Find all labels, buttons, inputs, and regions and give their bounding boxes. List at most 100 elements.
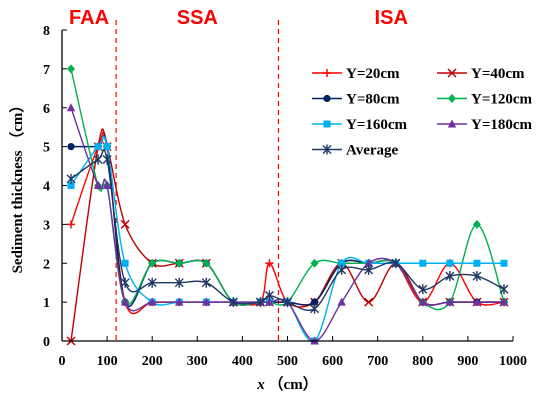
data-point (67, 143, 75, 151)
legend-marker (323, 69, 331, 77)
legend-item: Average (312, 143, 399, 159)
data-point (364, 264, 374, 275)
data-point (175, 258, 184, 268)
legend-label: Y=120cm (471, 92, 533, 108)
y-tick-label: 8 (43, 24, 50, 39)
data-point (364, 297, 374, 307)
legend-marker (323, 94, 331, 103)
region-label: ISA (375, 7, 408, 29)
data-point (121, 259, 129, 267)
y-tick-label: 1 (43, 296, 50, 311)
x-tick-label: 600 (322, 354, 343, 369)
data-point (264, 290, 274, 301)
x-tick-label: 100 (97, 354, 118, 369)
data-point (67, 64, 76, 74)
data-point (66, 103, 76, 112)
data-point (419, 259, 427, 267)
data-point (228, 297, 238, 308)
data-point (265, 297, 274, 306)
y-tick-label: 6 (43, 102, 50, 117)
data-point (337, 264, 347, 275)
x-tick-label: 400 (232, 354, 253, 369)
x-axis-unit: （cm） (269, 375, 318, 393)
data-point (500, 259, 508, 267)
x-tick-label: 1000 (499, 354, 527, 369)
axes (61, 30, 513, 342)
data-point (472, 297, 482, 306)
plot-content (66, 20, 509, 346)
data-point (120, 219, 130, 229)
legend-marker (448, 94, 456, 103)
data-point (418, 297, 427, 306)
data-point (175, 297, 184, 306)
x-axis-label: x （cm） (256, 375, 317, 393)
legend-item: Y=40cm (437, 66, 525, 82)
series-y-180cm (66, 103, 509, 345)
legend-marker (447, 68, 457, 78)
region-labels: FAA SSA ISA (69, 7, 408, 29)
data-point (93, 154, 103, 165)
data-point (174, 277, 184, 288)
data-point (499, 284, 509, 295)
data-point (265, 259, 274, 268)
region-label: FAA (69, 7, 109, 29)
legend-marker (447, 119, 457, 128)
series-line (70, 68, 505, 311)
data-point (67, 182, 75, 189)
x-tick-label: 200 (142, 354, 163, 369)
data-point (472, 271, 482, 282)
x-tick-label: 700 (367, 354, 388, 369)
y-tick-label: 7 (43, 63, 50, 78)
data-point (148, 258, 157, 268)
x-tick-label: 0 (59, 354, 66, 369)
y-tick-label: 5 (43, 141, 50, 156)
data-point (445, 297, 455, 306)
legend-marker (322, 144, 332, 155)
x-tick-label: 800 (412, 354, 433, 369)
data-point (283, 297, 292, 308)
data-point (102, 154, 112, 165)
series-line (71, 134, 504, 307)
y-tick-label: 0 (43, 335, 50, 350)
data-point (66, 173, 76, 184)
y-tick-label: 2 (43, 257, 50, 272)
y-axis-label: Sediment thickness （cm） (8, 98, 26, 274)
region-label: SSA (177, 7, 218, 29)
data-point (473, 259, 481, 267)
legend-label: Y=180cm (471, 117, 533, 133)
data-point (202, 297, 211, 306)
data-point (472, 219, 481, 229)
data-point (418, 284, 428, 295)
data-point (120, 297, 130, 306)
legend-label: Y=20cm (346, 66, 400, 82)
series-y-40cm (66, 128, 509, 346)
data-point (310, 303, 320, 314)
data-point (67, 220, 76, 229)
y-tick-label: 3 (43, 218, 50, 233)
data-point (499, 297, 509, 306)
data-point (94, 143, 102, 151)
legend: Y=20cm Y=40cm Y=80cm Y=120cm Y=160cm Y=180cm A… (312, 66, 533, 159)
ticks: 0 100 200 300 400 500 600 700 800 900 1000 0 1 2 3 4 5 6 7… (43, 24, 527, 369)
series-average (66, 148, 509, 314)
y-tick-label: 4 (43, 180, 50, 195)
legend-item: Y=120cm (437, 92, 533, 108)
data-point (446, 259, 454, 267)
legend-label: Y=40cm (471, 66, 525, 82)
x-axis-variable: x (256, 377, 265, 393)
data-point (391, 258, 401, 269)
series-y-20cm (67, 131, 508, 315)
data-point (102, 181, 112, 189)
x-tick-label: 500 (277, 354, 298, 369)
legend-item: Y=80cm (312, 92, 400, 108)
data-point (201, 277, 211, 288)
legend-marker (323, 120, 331, 128)
data-point (148, 297, 157, 306)
data-point (338, 259, 346, 267)
x-tick-label: 300 (187, 354, 208, 369)
legend-label: Y=80cm (346, 92, 400, 108)
legend-item: Y=180cm (437, 117, 533, 133)
data-point (120, 277, 130, 288)
legend-label: Average (346, 143, 399, 159)
